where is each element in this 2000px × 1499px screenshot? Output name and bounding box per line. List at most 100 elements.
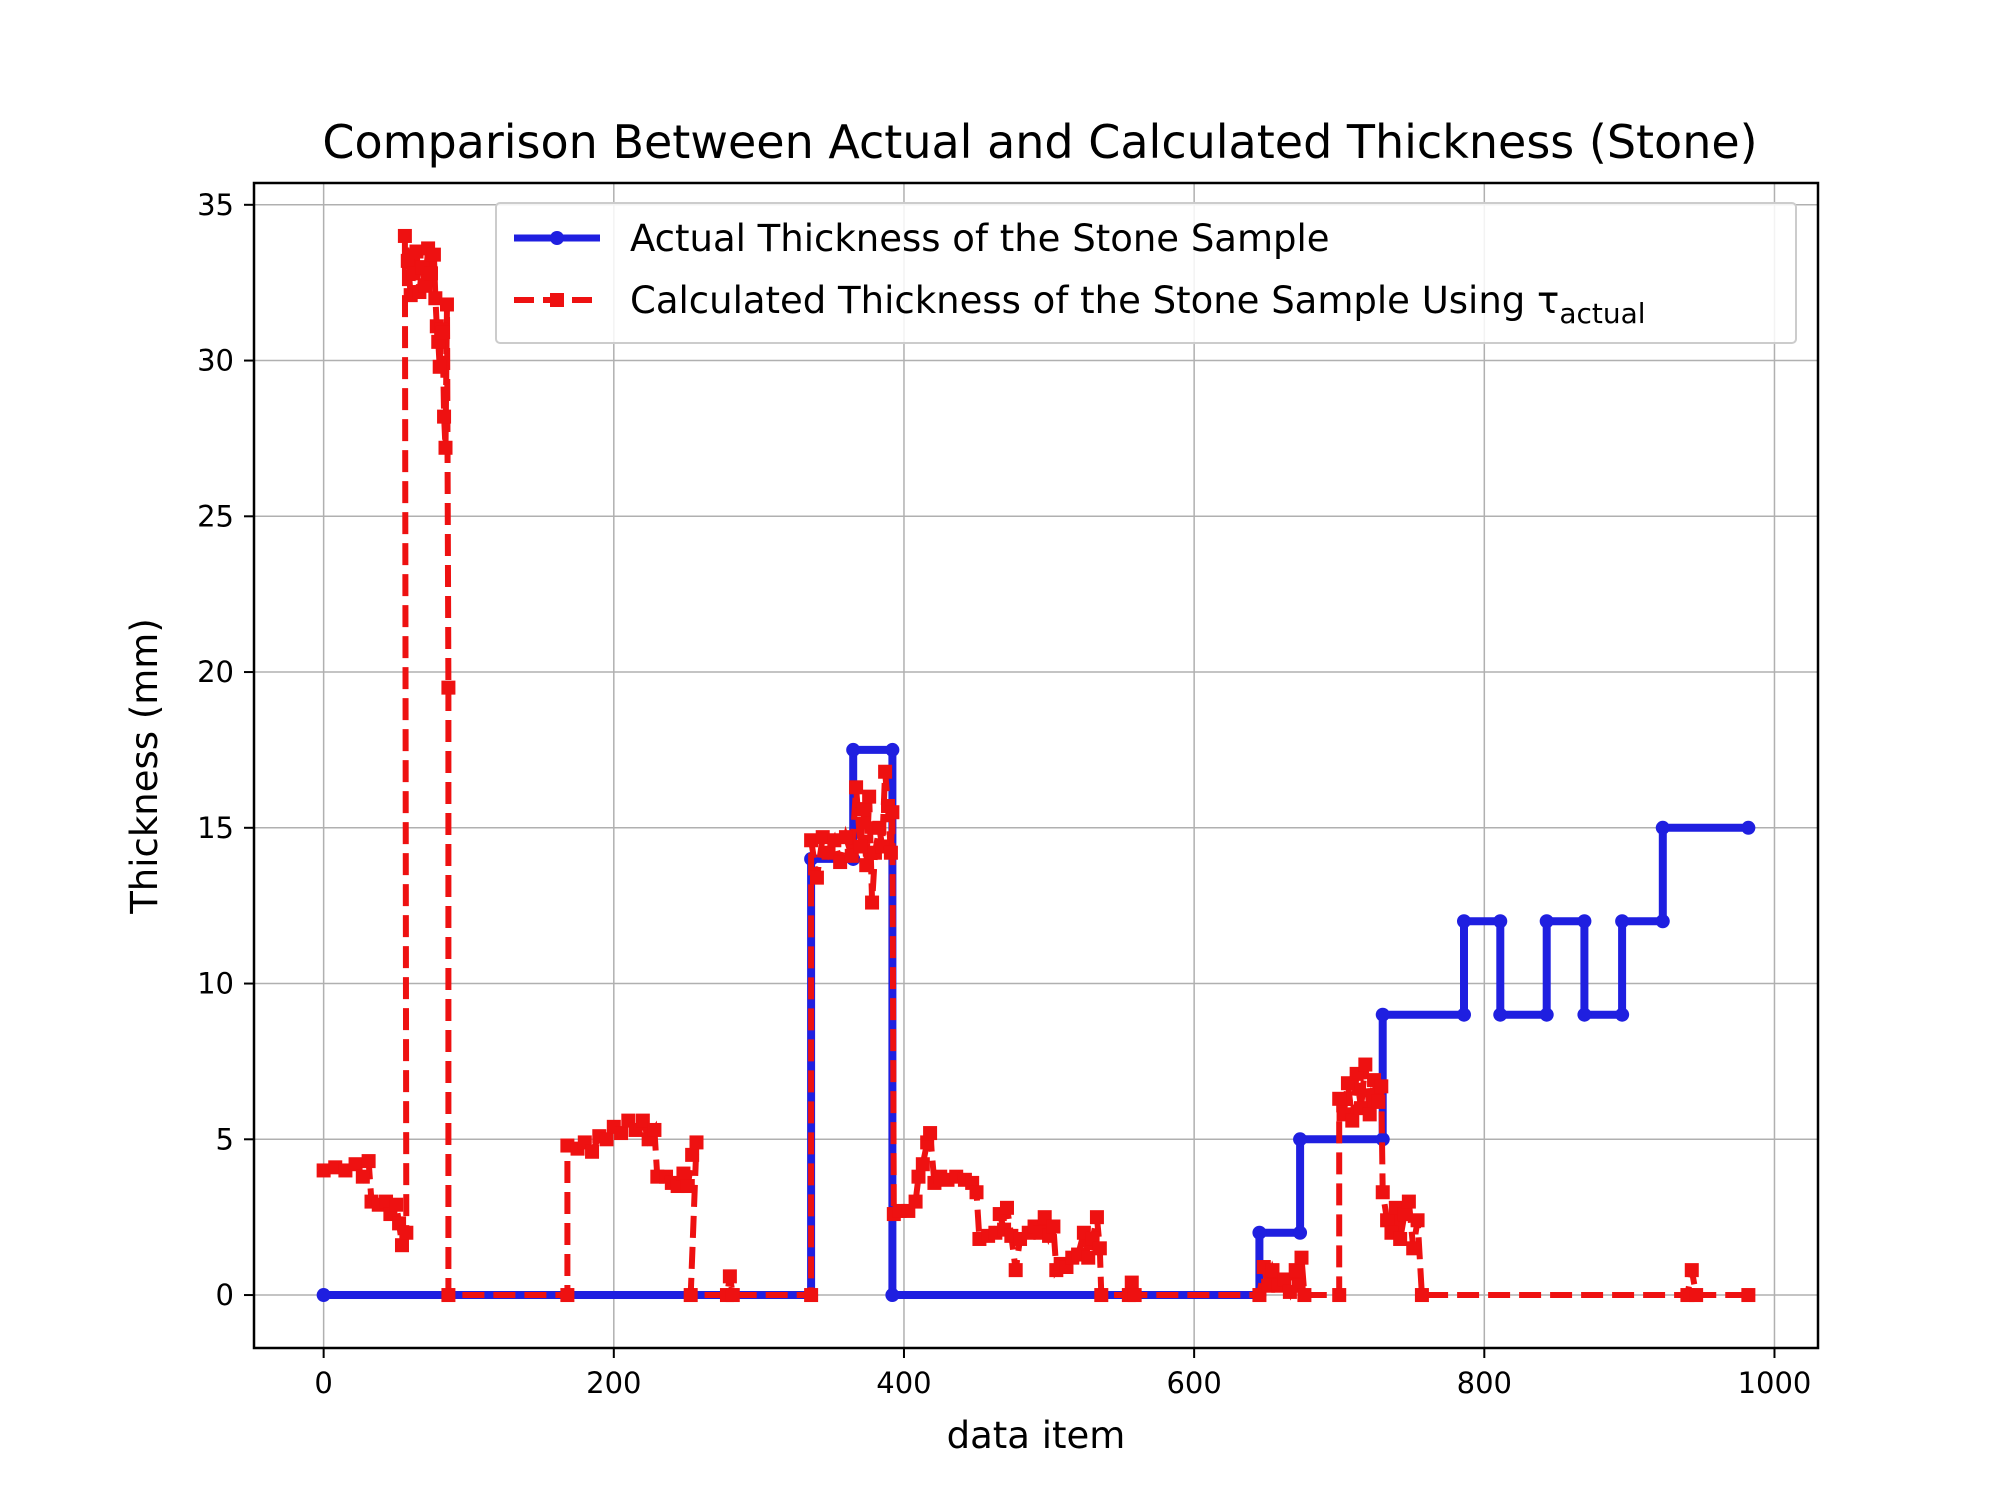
point-s1-127	[1127, 1288, 1142, 1303]
point-s1-80	[878, 764, 893, 779]
point-s1-149	[1371, 1094, 1386, 1109]
point-s1-30	[435, 325, 450, 340]
legend-label-1: Calculated Thickness of the Stone Sample…	[630, 279, 1646, 330]
point-s1-164	[1741, 1288, 1756, 1303]
point-s1-61	[725, 1288, 740, 1303]
point-s1-82	[883, 845, 898, 860]
point-s0-4	[846, 742, 861, 757]
point-s1-158	[1406, 1241, 1421, 1256]
legend-label-subscript-1: actual	[1559, 297, 1645, 330]
legend-label-text-1: Calculated Thickness of the Stone Sample…	[630, 279, 1559, 322]
x-tick-label-1: 200	[586, 1366, 641, 1400]
point-s1-152	[1380, 1213, 1395, 1228]
point-s1-76	[865, 895, 880, 910]
point-s0-21	[1615, 1007, 1630, 1022]
legend: Actual Thickness of the Stone Sample Calc…	[495, 202, 1797, 344]
point-s1-143	[1345, 1113, 1360, 1128]
point-s1-122	[1089, 1210, 1104, 1225]
point-s1-146	[1358, 1057, 1373, 1072]
y-tick-label-4: 20	[197, 655, 234, 689]
x-tick-label-0: 0	[314, 1366, 332, 1400]
point-s1-126	[1124, 1275, 1139, 1290]
point-s1-155	[1393, 1231, 1408, 1246]
point-s1-25	[428, 291, 443, 306]
legend-swatch-marker-1	[550, 293, 564, 307]
point-s1-4	[355, 1169, 370, 1184]
series-layer	[316, 228, 1756, 1303]
point-s0-0	[316, 1288, 331, 1303]
point-s0-14	[1456, 914, 1471, 929]
legend-swatch-marker-0	[550, 231, 564, 245]
point-s1-42	[599, 1132, 614, 1147]
y-tick-label-1: 5	[216, 1122, 234, 1156]
point-s1-157	[1401, 1194, 1416, 1209]
point-s1-137	[1294, 1250, 1309, 1265]
point-s1-162	[1684, 1263, 1699, 1278]
point-s1-66	[821, 845, 836, 860]
point-s1-78	[872, 820, 887, 835]
y-tick-label-5: 25	[197, 499, 234, 533]
point-s1-44	[614, 1126, 629, 1141]
point-s1-3	[348, 1157, 363, 1172]
point-s1-31	[437, 409, 452, 424]
legend-label-0: Actual Thickness of the Stone Sample	[630, 217, 1330, 260]
point-s1-34	[441, 680, 456, 695]
point-s1-124	[1094, 1288, 1109, 1303]
plot-frame	[252, 181, 1820, 1350]
point-s1-23	[424, 266, 439, 281]
point-s1-32	[438, 440, 453, 455]
point-s1-13	[399, 1225, 414, 1240]
x-tick-label-4: 800	[1457, 1366, 1512, 1400]
point-s1-35	[441, 1288, 456, 1303]
point-s1-123	[1092, 1241, 1107, 1256]
x-tick-label-3: 600	[1166, 1366, 1221, 1400]
point-s1-12	[394, 1238, 409, 1253]
point-s1-24	[426, 247, 441, 262]
point-s0-10	[1293, 1132, 1308, 1147]
x-axis-label: data item	[947, 1414, 1126, 1457]
y-axis-label: Thickness (mm)	[123, 618, 166, 915]
point-s1-18	[409, 244, 424, 259]
point-s1-40	[585, 1144, 600, 1159]
point-s1-150	[1374, 1079, 1389, 1094]
point-s1-120	[1081, 1250, 1096, 1265]
point-s0-9	[1293, 1225, 1308, 1240]
point-s0-16	[1493, 1007, 1508, 1022]
point-s1-64	[809, 870, 824, 885]
y-tick-label-3: 15	[197, 811, 234, 845]
point-s1-89	[915, 1157, 930, 1172]
point-s1-47	[635, 1113, 650, 1128]
point-s0-19	[1577, 914, 1592, 929]
point-s0-17	[1539, 1007, 1554, 1022]
point-s0-25	[1741, 820, 1756, 835]
point-s0-6	[885, 1288, 900, 1303]
point-s1-113	[1046, 1219, 1061, 1234]
point-s1-21	[418, 278, 433, 293]
point-s1-74	[859, 858, 874, 873]
point-s1-14	[397, 228, 412, 243]
point-s1-72	[853, 839, 868, 854]
point-s1-71	[849, 780, 864, 795]
legend-box	[495, 202, 1797, 344]
point-s1-56	[685, 1147, 700, 1162]
point-s1-133	[1277, 1272, 1292, 1287]
y-tick-label-7: 35	[197, 188, 234, 222]
chart-title: Comparison Between Actual and Calculated…	[322, 115, 1757, 169]
point-s1-73	[856, 802, 871, 817]
point-s1-91	[923, 1126, 938, 1141]
point-s1-65	[815, 830, 830, 845]
point-s1-98	[969, 1185, 984, 1200]
point-s1-151	[1375, 1185, 1390, 1200]
point-s1-106	[1008, 1263, 1023, 1278]
axis-ticks: 0 200 400 600 800 1000 0 5 10 15 20 25 30 35	[197, 188, 1811, 1400]
point-s1-36	[560, 1288, 575, 1303]
series-1	[316, 228, 1756, 1303]
point-s0-20	[1577, 1007, 1592, 1022]
point-s1-68	[833, 855, 848, 870]
point-s0-13	[1456, 1007, 1471, 1022]
point-s0-15	[1493, 914, 1508, 929]
point-s1-135	[1288, 1263, 1303, 1278]
point-s0-5	[885, 742, 900, 757]
point-s1-49	[647, 1122, 662, 1137]
point-s1-87	[908, 1194, 923, 1209]
